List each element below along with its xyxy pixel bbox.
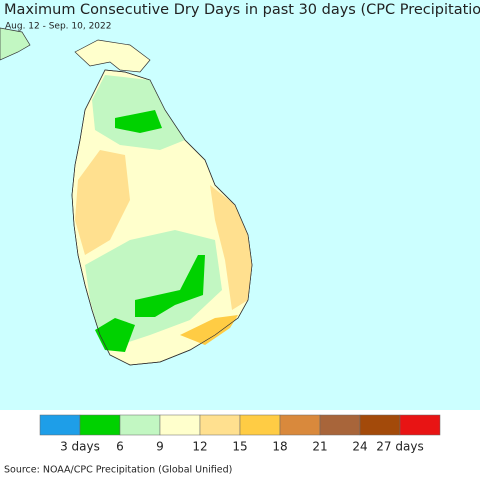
- legend-swatch: [359, 414, 401, 436]
- south-patch: [95, 318, 135, 352]
- legend-label: 18: [272, 440, 287, 454]
- south-west-zone: [85, 230, 222, 345]
- north-zone: [92, 75, 185, 150]
- subtitle: Aug. 12 - Sep. 10, 2022: [5, 22, 111, 32]
- legend-swatch: [399, 414, 441, 436]
- legend-label: 3 days: [60, 440, 100, 454]
- legend-swatch: [79, 414, 121, 436]
- jaffna: [74, 39, 151, 73]
- legend-label: 24: [352, 440, 367, 454]
- legend-label: 15: [232, 440, 247, 454]
- west-zone: [75, 150, 130, 255]
- legend-swatch: [279, 414, 321, 436]
- legend-swatch: [159, 414, 201, 436]
- title: Maximum Consecutive Dry Days in past 30 …: [4, 2, 480, 18]
- north-patch: [115, 110, 162, 133]
- island-outline: [71, 69, 253, 366]
- legend-swatch: [39, 414, 81, 436]
- legend-label: 9: [156, 440, 164, 454]
- legend-label: 21: [312, 440, 327, 454]
- south-east-patch: [180, 315, 238, 345]
- source: Source: NOAA/CPC Precipitation (Global U…: [4, 465, 232, 476]
- legend-swatch: [119, 414, 161, 436]
- legend-swatch: [199, 414, 241, 436]
- legend-label: 6: [116, 440, 124, 454]
- india-coast: [0, 27, 31, 61]
- legend-label: 12: [192, 440, 207, 454]
- east-zone: [210, 185, 252, 310]
- central-patch: [135, 255, 205, 317]
- legend-label: 27 days: [376, 440, 423, 454]
- legend-swatch: [319, 414, 361, 436]
- legend: 3 days 6 9 12 15 18 21 24 27 days: [39, 414, 441, 454]
- map: [0, 27, 253, 366]
- sea: [0, 0, 480, 410]
- legend-swatch: [239, 414, 281, 436]
